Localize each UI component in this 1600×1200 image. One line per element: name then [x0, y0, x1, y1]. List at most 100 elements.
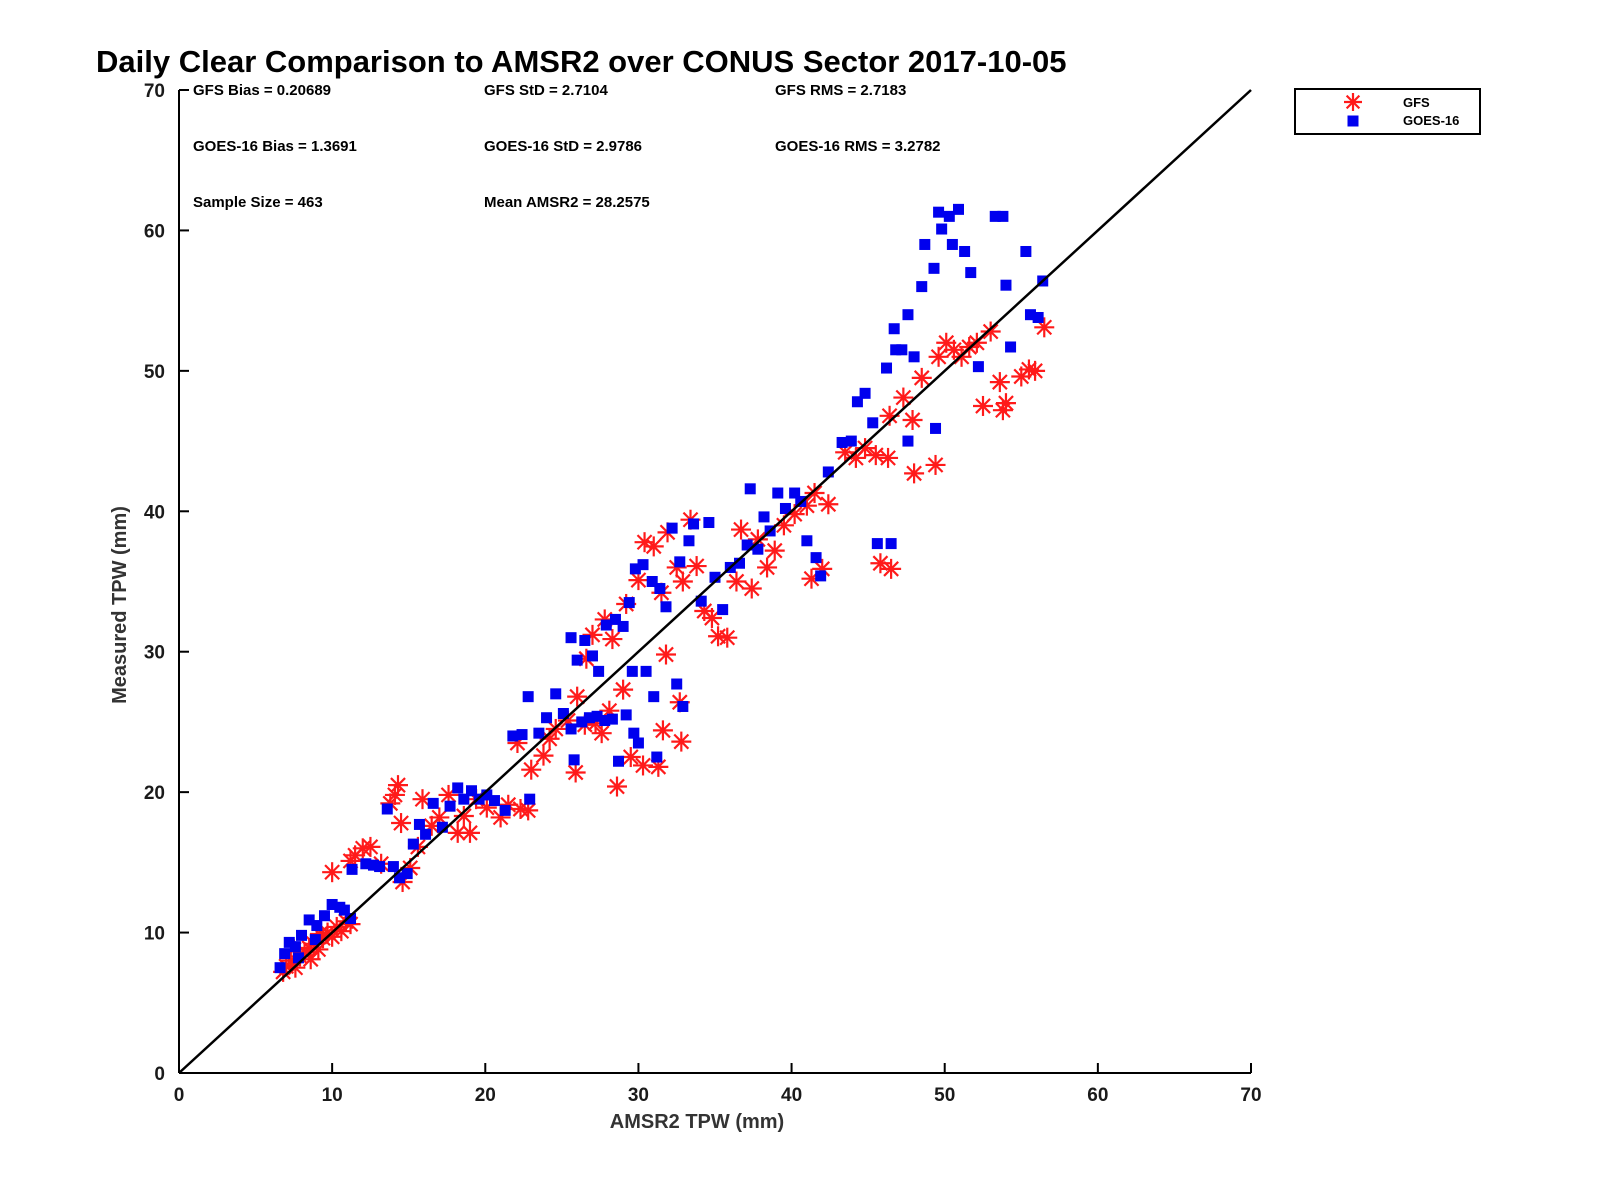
goes16-point — [836, 436, 848, 448]
goes16-point — [606, 713, 618, 725]
goes16-point — [579, 634, 591, 646]
goes16-point — [550, 688, 562, 700]
goes16-point — [822, 466, 834, 478]
gfs-point — [606, 776, 627, 797]
gfs-point — [613, 679, 634, 700]
x-tick-label: 40 — [781, 1085, 802, 1106]
gfs-point — [865, 445, 886, 466]
goes16-point — [709, 571, 721, 583]
gfs-point — [893, 387, 914, 408]
goes16-point — [660, 601, 672, 613]
gfs-point — [521, 759, 542, 780]
goes16-point — [930, 422, 942, 434]
x-tick-label: 60 — [1087, 1085, 1108, 1106]
goes16-point — [890, 344, 902, 356]
goes16-point — [407, 838, 419, 850]
goes16-point — [943, 210, 955, 222]
stat-goes-rms: GOES-16 RMS = 3.2782 — [775, 138, 941, 155]
goes16-point — [620, 709, 632, 721]
goes16-point — [360, 858, 372, 870]
goes16-point — [524, 793, 536, 805]
goes16-point — [346, 863, 358, 875]
statistics-annotations: GFS Bias = 0.20689 GFS StD = 2.7104 GFS … — [193, 82, 941, 211]
goes16-point — [648, 691, 660, 703]
goes16-point — [928, 262, 940, 274]
goes16-point — [867, 417, 879, 429]
goes16-point — [338, 904, 350, 916]
goes16-point — [279, 948, 291, 960]
gfs-point — [533, 745, 554, 766]
gfs-point — [911, 367, 932, 388]
gfs-point — [412, 789, 433, 810]
gfs-point — [671, 731, 692, 752]
gfs-point — [870, 553, 891, 574]
gfs-point — [459, 822, 480, 843]
gfs-point — [989, 372, 1010, 393]
goes16-point — [565, 632, 577, 644]
goes16-point — [666, 522, 678, 534]
goes16-point — [695, 595, 707, 607]
goes16-point — [600, 619, 612, 631]
goes16-point — [908, 351, 920, 363]
legend: GFS GOES-16 — [1294, 88, 1481, 135]
goes16-point — [952, 203, 964, 215]
goes16-point — [626, 665, 638, 677]
goes16-point — [965, 267, 977, 279]
gfs-point — [387, 775, 408, 796]
gfs-point — [701, 608, 722, 629]
y-tick-label: 10 — [144, 924, 165, 945]
y-tick-label: 70 — [144, 81, 165, 102]
gfs-point — [818, 494, 839, 515]
goes16-point — [571, 654, 583, 666]
goes16-point — [444, 800, 456, 812]
goes16-point — [326, 898, 338, 910]
goes16-point — [522, 691, 534, 703]
goes16-point — [815, 570, 827, 582]
goes16-point — [367, 859, 379, 871]
goes16-point — [623, 597, 635, 609]
goes16-point — [374, 861, 386, 873]
goes16-point — [933, 206, 945, 218]
gfs-point — [652, 720, 673, 741]
goes16-point — [541, 712, 553, 724]
gfs-point — [643, 536, 664, 557]
stat-gfs-bias: GFS Bias = 0.20689 — [193, 82, 331, 99]
goes16-point — [401, 868, 413, 880]
goes16-point — [565, 723, 577, 735]
gfs-point — [360, 836, 381, 857]
goes16-point — [683, 535, 695, 547]
goes16-point — [703, 517, 715, 529]
x-tick-label: 70 — [1240, 1085, 1261, 1106]
goes16-point — [902, 435, 914, 447]
goes16-point — [637, 559, 649, 571]
goes16-point — [458, 793, 470, 805]
goes16-point — [557, 708, 569, 720]
gfs-point — [902, 410, 923, 431]
gfs-point — [602, 629, 623, 650]
gfs-point — [655, 644, 676, 665]
axes: 0 10 20 30 40 50 60 70 0 10 20 30 40 50 60 70 — [144, 81, 1262, 1106]
legend-goes16-marker — [1347, 115, 1359, 127]
goes16-point — [420, 828, 432, 840]
goes16-point — [674, 556, 686, 568]
gfs-point — [992, 400, 1013, 421]
goes16-point — [916, 281, 928, 293]
goes16-point — [789, 487, 801, 499]
gfs-point — [717, 627, 738, 648]
goes16-point — [533, 727, 545, 739]
goes16-point — [452, 782, 464, 794]
goes16-point — [345, 913, 357, 925]
goes16-point — [507, 730, 519, 742]
stat-goes-bias: GOES-16 Bias = 1.3691 — [193, 138, 357, 155]
goes16-point — [609, 613, 621, 625]
gfs-point — [686, 556, 707, 577]
goes16-point — [741, 539, 753, 551]
goes16-point — [296, 929, 308, 941]
goes16-point — [413, 818, 425, 830]
goes16-point — [752, 543, 764, 555]
gfs-point — [904, 463, 925, 484]
gfs-point — [731, 519, 752, 540]
goes16-point — [303, 914, 315, 926]
legend-goes16-label: GOES-16 — [1403, 113, 1459, 128]
